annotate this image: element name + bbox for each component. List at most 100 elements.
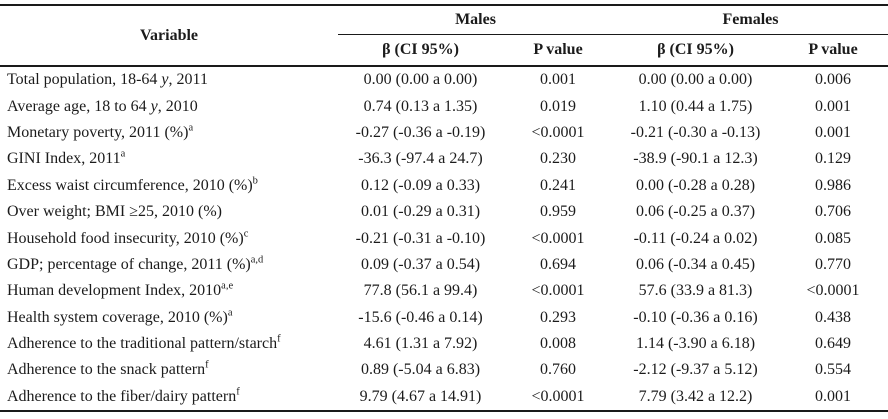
females-pvalue-cell: 0.006 (815, 71, 851, 89)
variable-cell: Average age, 18 to 64 y, 2010 (7, 97, 198, 115)
females-beta-cell: 1.10 (0.44 a 1.75) (638, 97, 753, 115)
males-beta-cell: 0.74 (0.13 a 1.35) (363, 97, 478, 115)
variable-cell: Adherence to the snack patternf (7, 360, 209, 379)
regression-results-table: Variable Males Females β (CI 95%) P valu… (0, 4, 888, 413)
males-beta-cell: 0.89 (-5.04 a 6.83) (360, 361, 481, 379)
table-row: Total population, 18-64 y, 2011 0.00 (0.0… (0, 66, 888, 93)
footnote-marker: f (236, 386, 240, 398)
footnote-marker: c (243, 228, 249, 240)
footnote-marker: a (227, 307, 233, 319)
table-row: Adherence to the fiber/dairy patternf 9.7… (0, 384, 888, 411)
footnote-marker: a (120, 149, 126, 161)
males-pvalue-cell: 0.019 (540, 97, 576, 115)
variable-cell: Household food insecurity, 2010 (%)c (7, 228, 249, 247)
males-pvalue-cell: 0.694 (540, 255, 576, 273)
females-beta-cell: -0.10 (-0.36 a 0.16) (633, 308, 758, 326)
females-pvalue-cell: 0.438 (815, 308, 851, 326)
table-row: Human development Index, 2010a,e 77.8 (56… (0, 278, 888, 304)
table-row: Adherence to the snack patternf 0.89 (-5.… (0, 357, 888, 383)
table-body: Total population, 18-64 y, 2011 0.00 (0.0… (0, 66, 888, 411)
males-pvalue-cell: <0.0001 (531, 387, 585, 405)
footnote-marker: f (277, 333, 281, 345)
females-pvalue-cell: 0.986 (815, 176, 851, 194)
males-beta-cell: 0.09 (-0.37 a 0.54) (360, 255, 481, 273)
males-pvalue-cell: 0.008 (540, 335, 576, 353)
males-pvalue-cell: 0.241 (540, 176, 576, 194)
females-beta-cell: 0.00 (-0.28 a 0.28) (635, 176, 756, 194)
variable-cell: Over weight; BMI ≥25, 2010 (%) (7, 203, 222, 221)
variable-cell: Adherence to the fiber/dairy patternf (7, 386, 240, 405)
column-header-males-beta: β (CI 95%) (338, 34, 503, 67)
females-pvalue-cell: 0.706 (815, 203, 851, 221)
males-pvalue-cell: 0.959 (540, 203, 576, 221)
females-beta-cell: 0.06 (-0.25 a 0.37) (635, 203, 756, 221)
column-group-males: Males (338, 5, 613, 35)
table-row: GDP; percentage of change, 2011 (%)a,d 0.… (0, 252, 888, 278)
females-beta-cell: -0.21 (-0.30 a -0.13) (630, 123, 761, 141)
males-pvalue-cell: <0.0001 (531, 229, 585, 247)
header-sub-row: β (CI 95%) P value β (CI 95%) P value (0, 34, 888, 67)
females-pvalue-cell: 0.001 (815, 387, 851, 405)
males-beta-cell: 4.61 (1.31 a 7.92) (363, 335, 478, 353)
females-pvalue-cell: <0.0001 (806, 282, 860, 300)
header-group-row: Variable Males Females (0, 5, 888, 67)
females-pvalue-cell: 0.129 (815, 150, 851, 168)
females-beta-cell: -2.12 (-9.37 a 5.12) (633, 361, 758, 379)
variable-cell: Adherence to the traditional pattern/sta… (7, 333, 281, 353)
variable-cell: GDP; percentage of change, 2011 (%)a,d (7, 254, 264, 273)
column-header-females-pvalue: P value (778, 34, 888, 67)
variable-cell: Monetary poverty, 2011 (%)a (7, 122, 194, 141)
variable-cell: Excess waist circumference, 2010 (%)b (7, 175, 258, 194)
footnote-marker: a,e (221, 280, 234, 292)
column-group-females: Females (613, 5, 888, 35)
footnote-marker: f (205, 360, 209, 372)
table-row: Monetary poverty, 2011 (%)a -0.27 (-0.36 … (0, 120, 888, 146)
variable-cell: GINI Index, 2011a (7, 149, 126, 168)
variable-cell: Total population, 18-64 y, 2011 (7, 71, 208, 89)
column-header-females-beta: β (CI 95%) (613, 34, 778, 67)
females-beta-cell: -38.9 (-90.1 a 12.3) (633, 150, 758, 168)
females-pvalue-cell: 0.001 (815, 123, 851, 141)
variable-cell: Health system coverage, 2010 (%)a (7, 307, 233, 326)
females-beta-cell: 0.00 (0.00 a 0.00) (638, 71, 753, 89)
females-pvalue-cell: 0.554 (815, 361, 851, 379)
females-pvalue-cell: 0.770 (815, 255, 851, 273)
variable-cell: Human development Index, 2010a,e (7, 280, 234, 300)
females-beta-cell: 57.6 (33.9 a 81.3) (638, 282, 753, 300)
table-row: Household food insecurity, 2010 (%)c -0.2… (0, 225, 888, 251)
males-pvalue-cell: <0.0001 (531, 123, 585, 141)
table-row: Adherence to the traditional pattern/sta… (0, 331, 888, 357)
females-beta-cell: 0.06 (-0.34 a 0.45) (635, 255, 756, 273)
column-header-variable: Variable (0, 5, 338, 67)
males-beta-cell: 9.79 (4.67 a 14.91) (359, 387, 482, 405)
males-beta-cell: 0.00 (0.00 a 0.00) (363, 71, 478, 89)
footnote-marker: a,d (250, 254, 264, 266)
males-beta-cell: 0.01 (-0.29 a 0.31) (360, 203, 481, 221)
footnote-marker: a (188, 122, 194, 134)
table-row: Health system coverage, 2010 (%)a -15.6 (… (0, 305, 888, 331)
table-row: Average age, 18 to 64 y, 2010 0.74 (0.13 … (0, 93, 888, 119)
table-row: Over weight; BMI ≥25, 2010 (%) 0.01 (-0.2… (0, 199, 888, 225)
males-beta-cell: -36.3 (-97.4 a 24.7) (358, 150, 483, 168)
males-beta-cell: -15.6 (-0.46 a 0.14) (358, 308, 483, 326)
females-pvalue-cell: 0.085 (815, 229, 851, 247)
males-pvalue-cell: <0.0001 (531, 282, 585, 300)
females-beta-cell: -0.11 (-0.24 a 0.02) (633, 229, 758, 247)
males-beta-cell: -0.21 (-0.31 a -0.10) (355, 229, 486, 247)
females-pvalue-cell: 0.001 (815, 97, 851, 115)
footnote-marker: b (252, 175, 258, 187)
males-pvalue-cell: 0.230 (540, 150, 576, 168)
females-beta-cell: 1.14 (-3.90 a 6.18) (635, 335, 756, 353)
males-beta-cell: 0.12 (-0.09 a 0.33) (360, 176, 481, 194)
males-beta-cell: -0.27 (-0.36 a -0.19) (355, 123, 486, 141)
males-pvalue-cell: 0.001 (540, 71, 576, 89)
males-beta-cell: 77.8 (56.1 a 99.4) (363, 282, 478, 300)
column-header-males-pvalue: P value (503, 34, 613, 67)
females-pvalue-cell: 0.649 (815, 335, 851, 353)
table-row: GINI Index, 2011a -36.3 (-97.4 a 24.7) 0.2… (0, 146, 888, 172)
males-pvalue-cell: 0.293 (540, 308, 576, 326)
males-pvalue-cell: 0.760 (540, 361, 576, 379)
table-header: Variable Males Females β (CI 95%) P valu… (0, 5, 888, 67)
females-beta-cell: 7.79 (3.42 a 12.2) (638, 387, 753, 405)
table-row: Excess waist circumference, 2010 (%)b 0.1… (0, 173, 888, 199)
